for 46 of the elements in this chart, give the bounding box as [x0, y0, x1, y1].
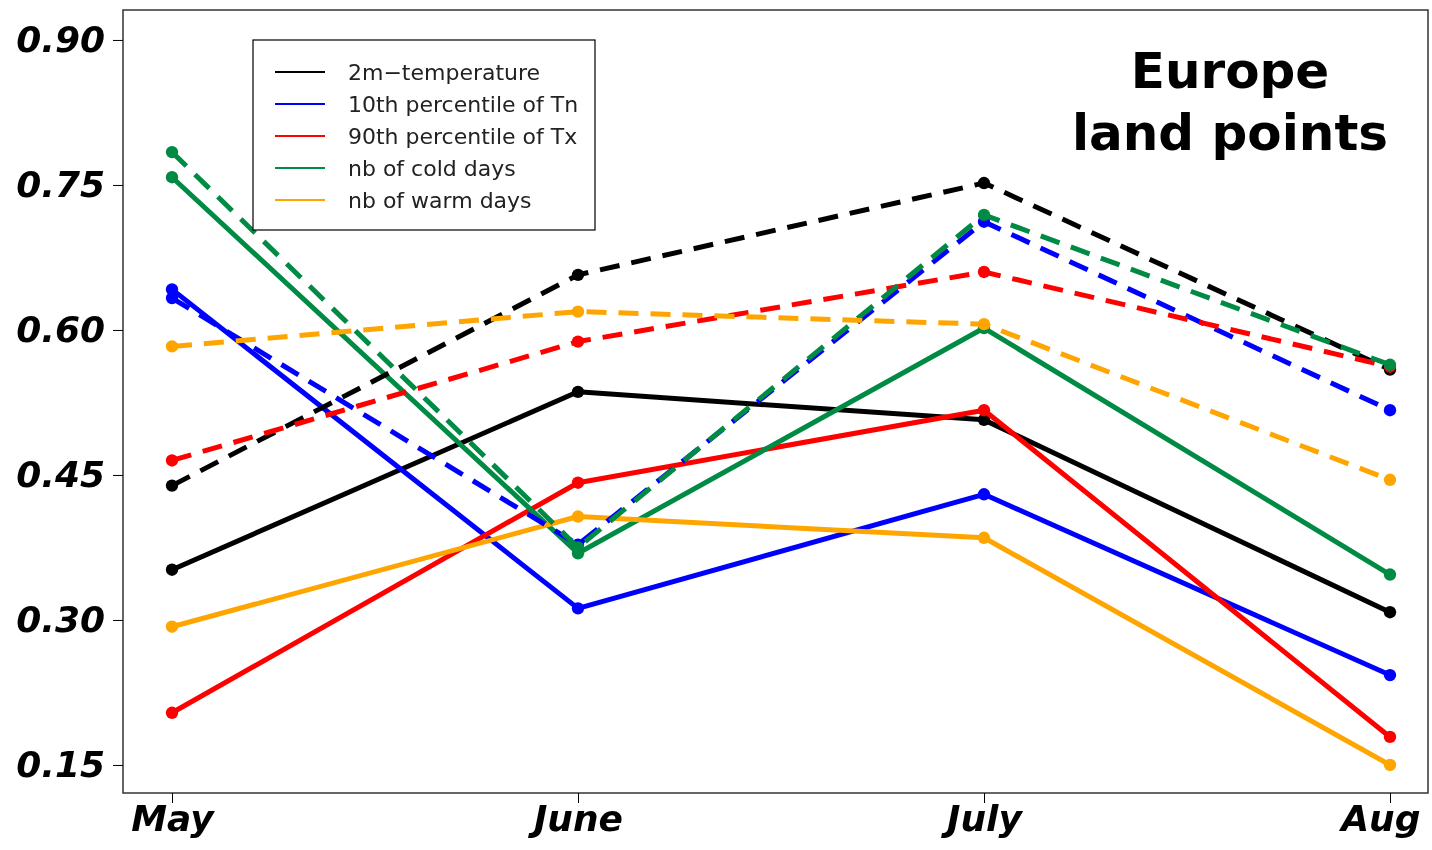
point — [165, 454, 179, 467]
legend-label: nb of warm days — [348, 188, 532, 213]
point — [165, 291, 179, 305]
y-tick-label: 0.45 — [16, 453, 105, 495]
point — [165, 620, 179, 633]
point — [977, 488, 991, 501]
y-tick-label: 0.60 — [16, 308, 105, 350]
point — [1383, 730, 1397, 744]
y-tick-label: 0.15 — [16, 743, 105, 785]
point — [1383, 668, 1397, 682]
point — [977, 318, 991, 331]
text: Europe land points — [1071, 42, 1389, 162]
point — [165, 340, 179, 353]
point — [977, 265, 991, 279]
point — [1383, 606, 1397, 619]
point — [977, 208, 991, 222]
x-tick-label: July — [941, 797, 1024, 839]
legend-label: 90th percentile of Tx — [348, 124, 578, 149]
point — [165, 171, 179, 184]
x-tick-label: Aug — [1338, 797, 1421, 839]
point — [571, 510, 585, 523]
point — [571, 335, 585, 348]
y-tick-label: 0.30 — [16, 598, 105, 640]
point — [571, 385, 585, 398]
point — [977, 176, 991, 190]
point — [571, 476, 585, 489]
point — [1383, 568, 1397, 581]
point — [571, 602, 585, 615]
point — [165, 706, 179, 719]
point — [571, 268, 585, 282]
point — [1383, 404, 1397, 417]
x-tick-label: May — [131, 797, 216, 839]
point — [165, 145, 179, 159]
point — [165, 479, 179, 492]
legend-label: 2m−temperature — [348, 60, 541, 85]
point — [1383, 758, 1397, 772]
y-tick-label: 0.75 — [16, 163, 105, 205]
y-tick-label: 0.90 — [16, 18, 105, 60]
point — [1383, 473, 1397, 486]
point — [165, 563, 179, 576]
point — [977, 404, 991, 417]
point — [571, 305, 585, 318]
x-tick-label: June — [527, 797, 624, 839]
legend-label: 10th percentile of Tn — [348, 92, 579, 117]
legend-label: nb of cold days — [348, 156, 516, 181]
point — [977, 531, 991, 544]
